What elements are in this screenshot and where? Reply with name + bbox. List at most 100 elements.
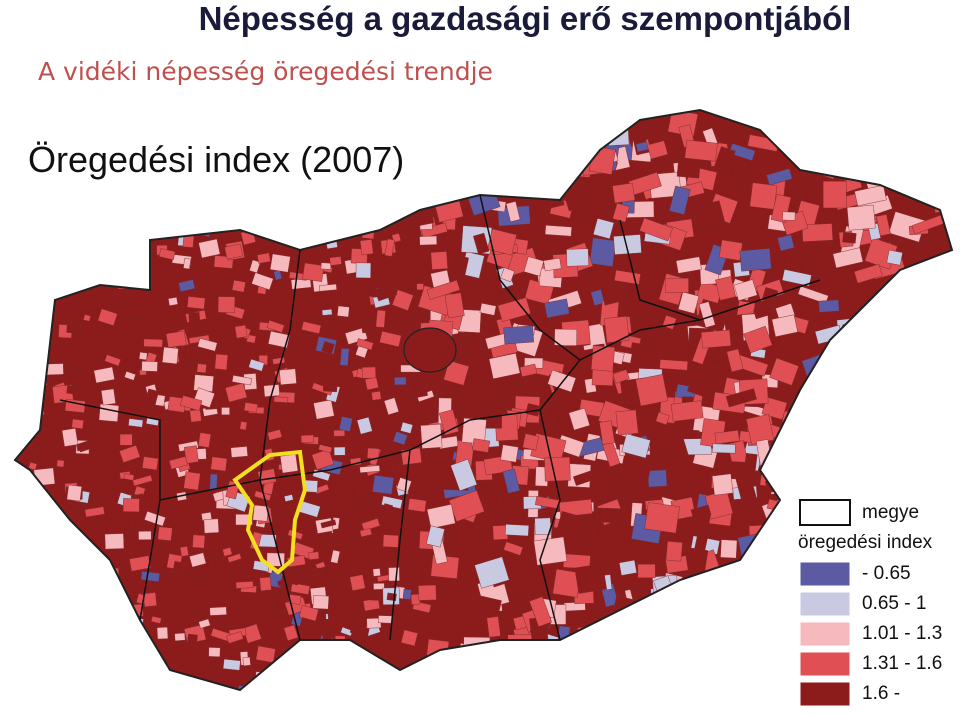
municipality bbox=[217, 110, 226, 113]
municipality bbox=[94, 234, 112, 253]
municipality bbox=[618, 559, 637, 576]
municipality bbox=[308, 551, 320, 560]
municipality bbox=[894, 110, 930, 133]
municipality bbox=[246, 394, 256, 404]
municipality bbox=[534, 155, 553, 178]
municipality bbox=[880, 113, 907, 142]
municipality bbox=[15, 544, 25, 560]
municipality bbox=[469, 594, 502, 621]
municipality bbox=[552, 146, 579, 166]
municipality bbox=[164, 570, 180, 582]
municipality bbox=[915, 333, 945, 353]
municipality bbox=[948, 276, 952, 298]
municipality bbox=[426, 279, 461, 300]
municipality bbox=[83, 314, 91, 322]
municipality bbox=[221, 189, 240, 209]
municipality bbox=[728, 660, 747, 682]
municipality bbox=[923, 334, 952, 349]
municipality bbox=[370, 594, 380, 601]
municipality bbox=[935, 296, 952, 312]
municipality bbox=[523, 256, 545, 277]
municipality bbox=[313, 399, 335, 420]
municipality bbox=[227, 553, 242, 563]
municipality bbox=[252, 504, 269, 522]
municipality bbox=[916, 501, 935, 524]
municipality bbox=[739, 248, 772, 272]
municipality bbox=[821, 393, 858, 426]
municipality bbox=[453, 255, 469, 280]
municipality bbox=[877, 110, 900, 135]
municipality bbox=[158, 248, 176, 261]
municipality bbox=[15, 533, 29, 542]
municipality bbox=[834, 390, 854, 410]
municipality bbox=[877, 468, 902, 492]
municipality bbox=[298, 605, 319, 622]
municipality bbox=[834, 127, 852, 139]
municipality bbox=[15, 414, 34, 432]
municipality bbox=[794, 455, 826, 479]
municipality bbox=[71, 418, 84, 430]
municipality bbox=[684, 587, 700, 608]
municipality bbox=[227, 110, 244, 120]
municipality bbox=[142, 110, 157, 121]
municipality bbox=[764, 606, 783, 623]
municipality bbox=[127, 110, 146, 115]
municipality bbox=[908, 460, 930, 481]
municipality bbox=[40, 325, 49, 332]
municipality bbox=[119, 207, 130, 223]
municipality bbox=[482, 492, 502, 506]
municipality bbox=[153, 679, 167, 690]
municipality bbox=[704, 353, 722, 368]
municipality bbox=[503, 541, 524, 556]
municipality bbox=[24, 633, 41, 640]
legend-swatch bbox=[799, 621, 851, 647]
municipality bbox=[286, 569, 301, 586]
municipality bbox=[763, 554, 798, 588]
municipality bbox=[53, 610, 67, 620]
municipality bbox=[15, 527, 30, 547]
municipality bbox=[938, 498, 952, 510]
municipality bbox=[676, 694, 691, 710]
municipality bbox=[941, 316, 952, 338]
municipality bbox=[26, 578, 39, 591]
municipality bbox=[322, 379, 338, 393]
municipality bbox=[266, 120, 282, 130]
municipality bbox=[38, 665, 57, 677]
municipality bbox=[400, 447, 422, 466]
municipality bbox=[574, 563, 607, 594]
municipality bbox=[920, 457, 942, 479]
municipality bbox=[84, 653, 105, 667]
municipality bbox=[273, 190, 284, 200]
municipality bbox=[197, 432, 212, 448]
municipality bbox=[351, 625, 370, 641]
municipality bbox=[86, 235, 103, 253]
municipality bbox=[72, 506, 85, 518]
municipality bbox=[707, 606, 727, 622]
municipality bbox=[143, 592, 157, 608]
municipality bbox=[944, 612, 952, 633]
municipality bbox=[886, 249, 903, 266]
municipality bbox=[99, 246, 116, 255]
municipality bbox=[738, 656, 756, 668]
municipality bbox=[81, 594, 95, 610]
municipality bbox=[523, 170, 555, 195]
municipality bbox=[700, 329, 732, 349]
municipality bbox=[375, 309, 386, 328]
municipality bbox=[217, 296, 236, 313]
municipality bbox=[394, 376, 407, 386]
municipality bbox=[30, 253, 42, 269]
municipality bbox=[81, 190, 98, 203]
municipality bbox=[684, 139, 718, 162]
municipality bbox=[359, 528, 373, 538]
legend-border-label: megye bbox=[862, 502, 919, 523]
municipality bbox=[193, 374, 214, 392]
municipality bbox=[644, 623, 671, 643]
municipality bbox=[424, 142, 453, 165]
municipality bbox=[678, 626, 695, 645]
municipality bbox=[745, 680, 779, 690]
municipality bbox=[543, 167, 565, 187]
municipality bbox=[948, 294, 952, 306]
municipality bbox=[97, 308, 118, 326]
municipality bbox=[315, 561, 326, 570]
municipality bbox=[17, 386, 27, 399]
